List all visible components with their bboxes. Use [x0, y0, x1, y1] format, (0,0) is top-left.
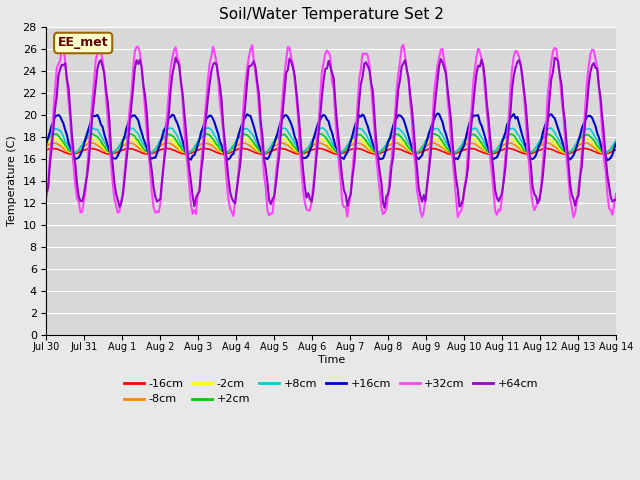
-2cm — [544, 135, 552, 141]
-16cm — [512, 147, 520, 153]
Line: +16cm: +16cm — [47, 114, 616, 160]
+64cm — [364, 63, 372, 69]
+2cm — [216, 146, 224, 152]
-2cm — [510, 138, 518, 144]
-8cm — [364, 146, 372, 152]
+64cm — [214, 72, 222, 78]
Line: +32cm: +32cm — [47, 45, 616, 217]
+32cm — [168, 55, 176, 61]
-8cm — [277, 140, 285, 145]
+2cm — [512, 135, 520, 141]
+16cm — [517, 126, 525, 132]
+64cm — [381, 205, 388, 211]
Y-axis label: Temperature (C): Temperature (C) — [7, 135, 17, 226]
+2cm — [170, 134, 178, 140]
+16cm — [49, 119, 57, 125]
Title: Soil/Water Temperature Set 2: Soil/Water Temperature Set 2 — [219, 7, 444, 22]
-8cm — [49, 140, 57, 146]
-16cm — [612, 147, 620, 153]
+8cm — [518, 139, 526, 145]
+32cm — [212, 59, 220, 64]
+32cm — [570, 214, 577, 220]
-2cm — [212, 144, 220, 150]
+8cm — [43, 137, 51, 143]
-16cm — [365, 150, 373, 156]
+64cm — [168, 72, 176, 78]
+64cm — [512, 65, 520, 71]
-2cm — [43, 141, 51, 147]
+16cm — [212, 126, 220, 132]
+64cm — [518, 74, 526, 80]
+2cm — [43, 138, 51, 144]
+2cm — [49, 131, 57, 137]
+2cm — [518, 145, 526, 151]
+32cm — [399, 42, 407, 48]
+32cm — [43, 194, 51, 200]
+8cm — [374, 151, 381, 156]
+2cm — [365, 143, 373, 149]
Line: -2cm: -2cm — [47, 138, 616, 154]
-8cm — [512, 143, 520, 148]
-2cm — [517, 144, 525, 150]
+8cm — [49, 127, 57, 133]
+32cm — [517, 60, 525, 66]
Text: EE_met: EE_met — [58, 36, 109, 49]
-2cm — [612, 141, 620, 146]
+16cm — [612, 141, 620, 146]
+8cm — [364, 135, 372, 141]
-16cm — [43, 147, 51, 153]
-16cm — [163, 145, 171, 151]
-2cm — [49, 136, 57, 142]
-2cm — [486, 151, 494, 156]
+16cm — [362, 119, 370, 125]
+32cm — [362, 50, 370, 56]
Line: -8cm: -8cm — [47, 143, 616, 153]
+8cm — [612, 138, 620, 144]
-2cm — [168, 137, 176, 143]
+64cm — [49, 128, 57, 133]
+16cm — [433, 111, 441, 117]
-8cm — [168, 142, 176, 147]
+64cm — [612, 197, 620, 203]
+64cm — [172, 55, 179, 60]
-16cm — [106, 151, 113, 157]
+16cm — [43, 140, 51, 146]
Line: -16cm: -16cm — [47, 148, 616, 154]
Line: +2cm: +2cm — [47, 133, 616, 153]
+8cm — [512, 128, 520, 134]
+8cm — [170, 128, 178, 133]
X-axis label: Time: Time — [317, 355, 345, 365]
-16cm — [518, 150, 526, 156]
Legend: -16cm, -8cm, -2cm, +2cm, +8cm, +16cm, +32cm, +64cm: -16cm, -8cm, -2cm, +2cm, +8cm, +16cm, +3… — [120, 374, 543, 409]
-16cm — [216, 151, 224, 156]
+64cm — [43, 190, 51, 196]
-8cm — [449, 150, 456, 156]
+8cm — [88, 125, 96, 131]
-16cm — [172, 148, 179, 154]
+8cm — [214, 139, 222, 145]
+32cm — [49, 110, 57, 116]
+16cm — [168, 112, 176, 118]
Line: +64cm: +64cm — [47, 58, 616, 208]
+16cm — [510, 111, 518, 117]
+2cm — [109, 150, 116, 156]
Line: +8cm: +8cm — [47, 128, 616, 154]
+32cm — [612, 191, 620, 197]
-16cm — [49, 145, 57, 151]
+32cm — [510, 53, 518, 59]
-8cm — [518, 148, 526, 154]
+2cm — [202, 131, 210, 136]
-8cm — [212, 146, 220, 152]
-8cm — [43, 144, 51, 149]
+16cm — [604, 157, 611, 163]
+2cm — [612, 138, 620, 144]
-2cm — [362, 141, 370, 147]
-8cm — [612, 144, 620, 149]
